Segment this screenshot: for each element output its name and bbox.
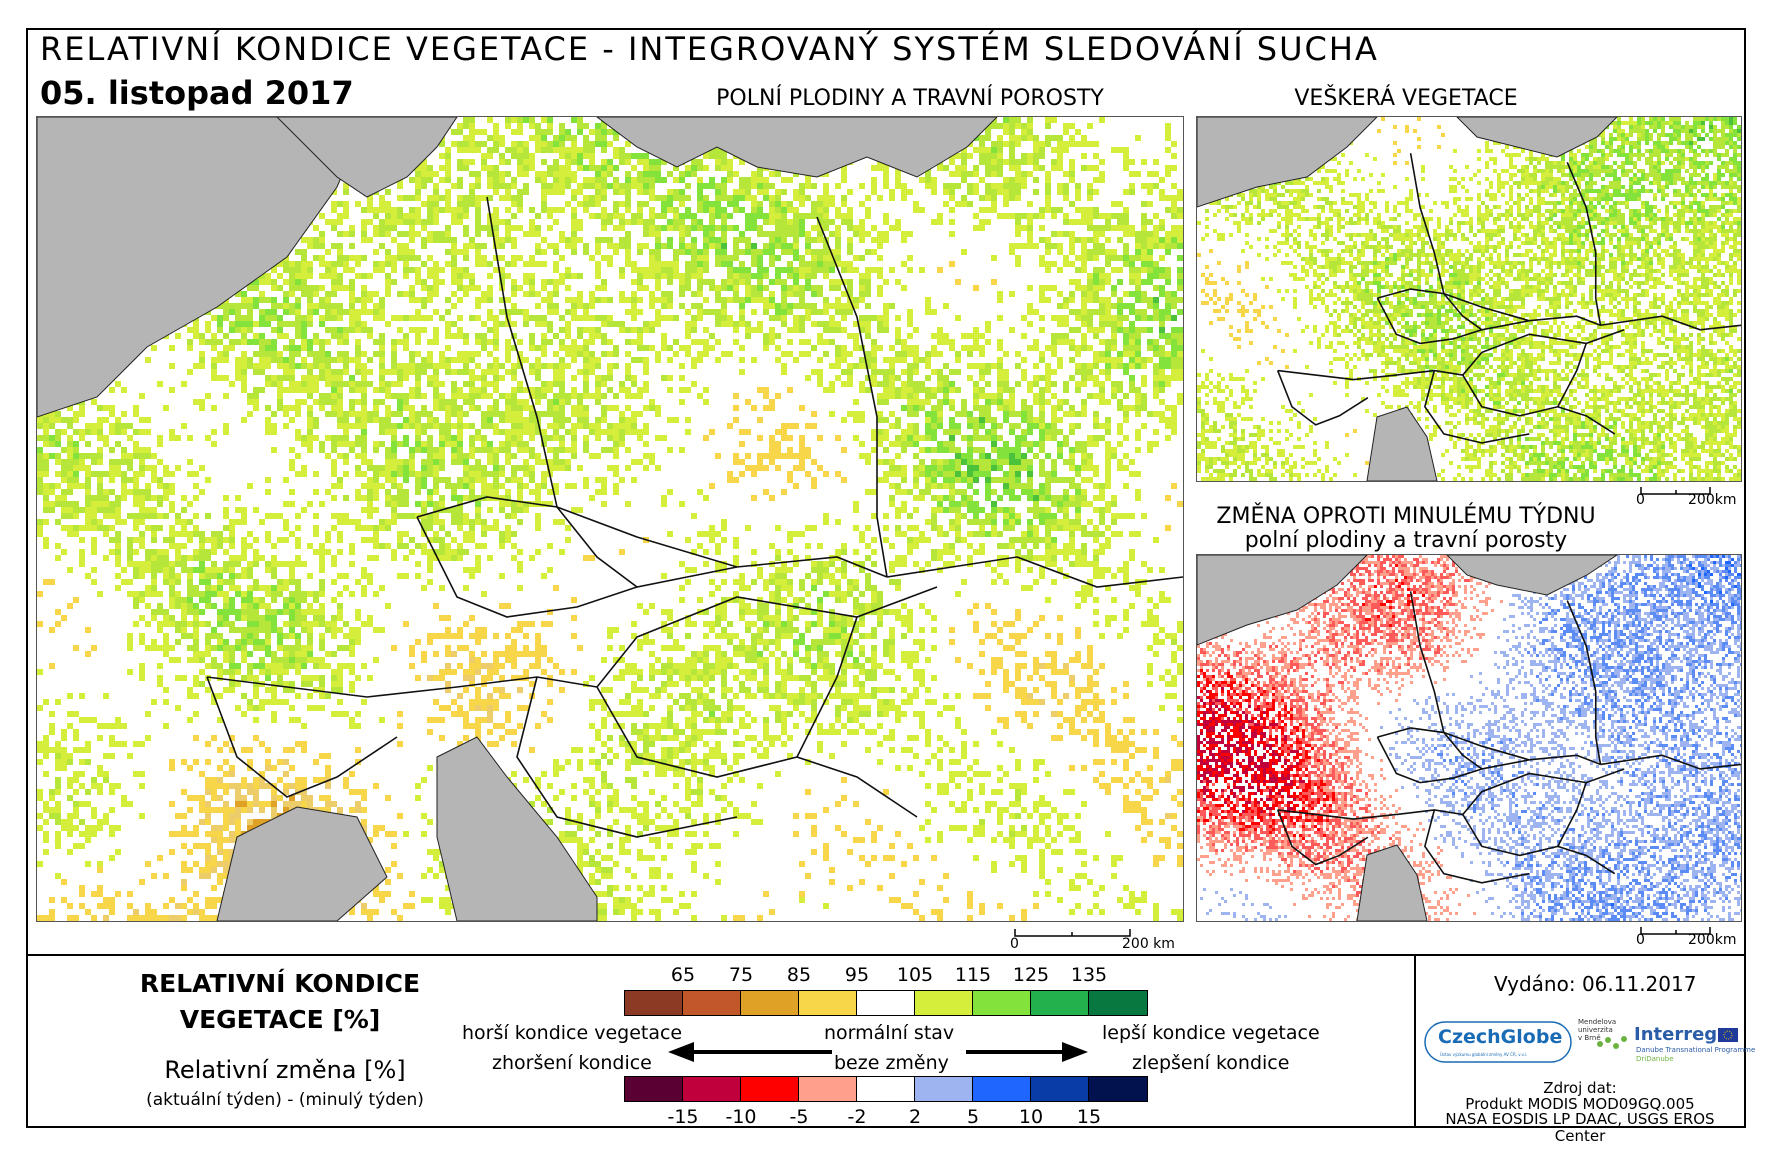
- main-map: [36, 116, 1184, 922]
- better-label: lepší kondice vegetace: [1102, 1022, 1320, 1044]
- scale-start: 0: [1636, 492, 1645, 508]
- change-legend-note: (aktuální týden) - (minulý týden): [120, 1090, 450, 1110]
- normal-label: normální stav: [824, 1022, 954, 1044]
- scale-end: 200 km: [1122, 936, 1175, 952]
- scale-end: 200km: [1688, 932, 1736, 948]
- weekly-change-raster: [1197, 555, 1741, 921]
- legend-swatch: [857, 1077, 915, 1101]
- footer-vertical-divider: [1414, 954, 1416, 1128]
- all-vegetation-raster: [1197, 117, 1741, 481]
- top-right-map-subtitle: VEŠKERÁ VEGETACE: [1196, 86, 1616, 111]
- legend-tick: 65: [671, 964, 695, 986]
- change-map-subtitle-2: polní plodiny a travní porosty: [1196, 528, 1616, 553]
- legend-swatch: [1031, 1077, 1089, 1101]
- footer-divider: [26, 954, 1746, 956]
- legend-tick: -10: [725, 1106, 756, 1128]
- legend-swatch: [683, 991, 741, 1015]
- czechglobe-logo: CzechGlobe Ústav výzkumu globální změny …: [1424, 1020, 1574, 1070]
- legend-tick: -2: [848, 1106, 867, 1128]
- legend-swatch: [799, 991, 857, 1015]
- change-color-ramp: [624, 1076, 1148, 1102]
- change-legend-title: Relativní změna [%]: [120, 1056, 450, 1084]
- deterioration-label: zhoršení kondice: [492, 1052, 652, 1074]
- source-line-2: NASA EOSDIS LP DAAC, USGS EROS Center: [1420, 1111, 1740, 1145]
- legend-tick: 135: [1071, 964, 1107, 986]
- legend-tick: 2: [909, 1106, 921, 1128]
- legend-title: RELATIVNÍ KONDICE VEGETACE [%]: [110, 966, 450, 1038]
- all-vegetation-map: [1196, 116, 1742, 482]
- improvement-label: zlepšení kondice: [1132, 1052, 1289, 1074]
- worse-label: horší kondice vegetace: [462, 1022, 682, 1044]
- main-map-raster: [37, 117, 1183, 921]
- legend-tick: -15: [667, 1106, 698, 1128]
- legend-tick: 95: [845, 964, 869, 986]
- source-line-1: Produkt MODIS MOD09GQ.005: [1420, 1096, 1740, 1113]
- legend-swatch: [799, 1077, 857, 1101]
- legend-swatch: [973, 991, 1031, 1015]
- legend-tick: 15: [1077, 1106, 1101, 1128]
- legend-swatch: [857, 991, 915, 1015]
- legend-tick: 5: [967, 1106, 979, 1128]
- legend-swatch: [741, 1077, 799, 1101]
- legend-swatch: [915, 991, 973, 1015]
- source-title: Zdroj dat:: [1420, 1080, 1740, 1097]
- condition-color-ramp: [624, 990, 1148, 1016]
- map-date: 05. listopad 2017: [40, 74, 354, 112]
- legend-swatch: [973, 1077, 1031, 1101]
- scale-start: 0: [1010, 936, 1019, 952]
- legend-tick: 105: [897, 964, 933, 986]
- legend-swatch: [1089, 1077, 1147, 1101]
- legend-tick: 125: [1013, 964, 1049, 986]
- legend-swatch: [1031, 991, 1089, 1015]
- legend-swatch: [741, 991, 799, 1015]
- change-map-subtitle-1: ZMĚNA OPROTI MINULÉMU TÝDNU: [1196, 504, 1616, 529]
- scale-end: 200km: [1688, 492, 1736, 508]
- issued-date: Vydáno: 06.11.2017: [1494, 972, 1696, 996]
- legend-swatch: [915, 1077, 973, 1101]
- no-change-label: beze změny: [834, 1052, 949, 1074]
- page-title: RELATIVNÍ KONDICE VEGETACE - INTEGROVANÝ…: [40, 30, 1379, 68]
- main-map-subtitle: POLNÍ PLODINY A TRAVNÍ POROSTY: [680, 86, 1140, 111]
- figure-frame: [26, 28, 1746, 1128]
- legend-swatch: [683, 1077, 741, 1101]
- legend-tick: 75: [729, 964, 753, 986]
- direction-arrows: [668, 1042, 1088, 1062]
- legend-swatch: [625, 1077, 683, 1101]
- legend-swatch: [1089, 991, 1147, 1015]
- legend-tick: 115: [955, 964, 991, 986]
- legend-swatch: [625, 991, 683, 1015]
- weekly-change-map: [1196, 554, 1742, 922]
- legend-tick: -5: [790, 1106, 809, 1128]
- scale-start: 0: [1636, 932, 1645, 948]
- legend-tick: 10: [1019, 1106, 1043, 1128]
- legend-tick: 85: [787, 964, 811, 986]
- mendel-logo: Mendelova univerzita v Brně: [1578, 1018, 1627, 1049]
